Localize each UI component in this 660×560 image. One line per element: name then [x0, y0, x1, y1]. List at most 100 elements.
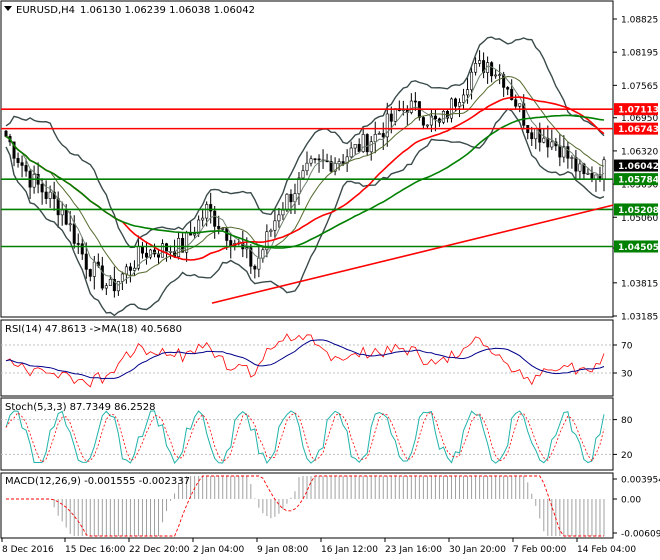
candle-body: [16, 158, 20, 163]
candle-body: [357, 144, 361, 152]
candle-body: [257, 257, 261, 270]
candle-body: [249, 247, 253, 267]
candle-body: [225, 228, 229, 241]
candle-body: [4, 130, 8, 137]
price-tick-label: 1.08195: [621, 49, 658, 59]
candle-body: [297, 177, 301, 194]
macd-signal-line: [6, 475, 604, 537]
time-tick-label: 16 Jan 12:00: [321, 545, 378, 555]
candle-body: [570, 157, 574, 159]
stochastic-main-line: [5, 410, 605, 465]
candle-body: [317, 158, 321, 161]
candle-body: [124, 266, 128, 275]
bollinger-lower-band: [5, 108, 605, 317]
candle-body: [578, 163, 582, 172]
candle-body: [393, 108, 397, 122]
candle-body: [104, 285, 108, 289]
candle-body: [221, 228, 225, 230]
price-panel[interactable]: EURUSD,H4 1.06130 1.06239 1.06038 1.0604…: [0, 0, 659, 323]
candle-body: [329, 161, 333, 172]
candle-body: [530, 132, 534, 140]
time-tick-label: 23 Jan 16:00: [385, 545, 442, 555]
candle-body: [409, 100, 413, 113]
candle-body: [518, 103, 522, 107]
candle-body: [550, 141, 554, 148]
candle-body: [506, 87, 510, 90]
macd-panel-frame: [0, 472, 614, 539]
candle-body: [229, 240, 233, 247]
candle-body: [60, 209, 64, 216]
rsi-ma-line: [5, 339, 605, 380]
time-tick-label: 8 Dec 2016: [2, 545, 54, 555]
candle-body: [209, 204, 213, 212]
candle-body: [474, 63, 478, 73]
candle-body: [510, 88, 514, 101]
candle-body: [112, 278, 116, 292]
price-tag-box: [614, 240, 658, 253]
stochastic-panel[interactable]: Stoch(5,3,3) 87.7349 86.2528 80 20: [0, 397, 633, 471]
candle-body: [12, 141, 16, 159]
candle-body: [205, 204, 209, 219]
candle-body: [466, 89, 470, 96]
candle-body: [293, 193, 297, 203]
candle-body: [44, 191, 48, 199]
candle-body: [181, 238, 185, 253]
candle-body: [349, 147, 353, 158]
price-tag-box: [614, 103, 658, 116]
time-tick-label: 2 Jan 04:00: [193, 545, 245, 555]
candle-body: [542, 137, 546, 143]
candle-body: [478, 60, 482, 64]
time-tick-label: 9 Jan 08:00: [257, 545, 309, 555]
candle-body: [177, 238, 181, 257]
candle-body: [582, 163, 586, 175]
time-tick-label: 15 Dec 16:00: [65, 545, 126, 555]
candle-body: [32, 173, 36, 188]
ohlc-readout: 1.06130 1.06239 1.06038 1.06042: [80, 5, 255, 16]
candle-body: [64, 209, 68, 225]
price-tag-label: 1.05784: [618, 176, 659, 186]
candle-body: [534, 127, 538, 140]
candle-body: [140, 246, 144, 254]
rsi-header: RSI(14) 47.8613 ->MA(18) 40.5680: [5, 324, 182, 335]
candle-body: [341, 161, 345, 164]
time-tick-label: 30 Jan 20:00: [449, 545, 506, 555]
price-tick-label: 1.08825: [621, 16, 658, 26]
candle-body: [84, 253, 88, 270]
candle-body: [285, 193, 289, 211]
candle-body: [361, 134, 365, 152]
candle-body: [425, 124, 429, 127]
candle-body: [76, 243, 80, 245]
rsi-panel[interactable]: RSI(14) 47.8613 ->MA(18) 40.5680 70 30: [0, 319, 633, 397]
price-tag-label: 1.07113: [618, 106, 659, 116]
stochastic-tick-label: 80: [621, 416, 633, 426]
rsi-tick-label: 30: [621, 370, 633, 380]
rising-trendline: [211, 204, 614, 304]
macd-header: MACD(12,26,9) -0.001555 -0.002337: [5, 476, 190, 487]
symbol-label: EURUSD,H4: [16, 5, 75, 16]
candle-body: [88, 269, 92, 277]
time-axis: 8 Dec 2016 15 Dec 16:00 22 Dec 20:00 2 Jan …: [1, 538, 636, 555]
fast-moving-average: [5, 65, 605, 286]
candle-body: [313, 158, 317, 161]
price-tick-label: 1.06320: [621, 147, 658, 157]
candle-body: [498, 74, 502, 76]
candle-body: [413, 100, 417, 103]
macd-tick-label: -0.006095: [621, 530, 660, 540]
price-tag-box: [614, 203, 658, 216]
candle-body: [546, 137, 550, 148]
candle-body: [377, 133, 381, 135]
collapse-arrow-icon[interactable]: [4, 6, 12, 11]
candle-body: [490, 62, 494, 77]
rsi-panel-frame: [0, 319, 614, 397]
time-tick-label: 7 Feb 00:00: [513, 545, 567, 555]
candle-body: [289, 193, 293, 203]
candle-body: [116, 281, 120, 292]
candle-body: [277, 214, 281, 222]
price-tag-box: [614, 173, 658, 186]
price-panel-frame: [0, 0, 614, 318]
price-tick-label: 1.05060: [621, 214, 658, 224]
candle-body: [80, 243, 84, 255]
macd-panel[interactable]: MACD(12,26,9) -0.001555 -0.002337 0.0039…: [0, 472, 660, 540]
candle-body: [72, 223, 76, 244]
